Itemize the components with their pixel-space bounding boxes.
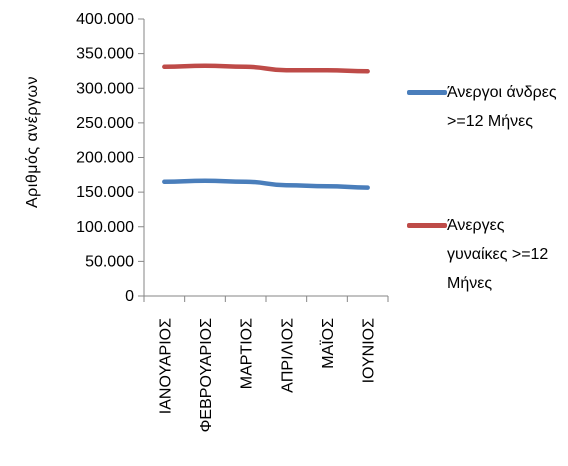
y-tick-label: 0 <box>125 288 134 305</box>
legend-label-men-line1: Άνεργοι άνδρες <box>447 84 557 101</box>
legend-label-women-line3: Μήνες <box>447 275 493 292</box>
series-lines <box>162 63 370 190</box>
legend-label-women-line1: Άνεργες <box>447 217 505 234</box>
y-tick-label: 150.000 <box>76 184 134 201</box>
y-tick-label: 200.000 <box>76 150 134 167</box>
x-tick-label: ΜΑΪΟΣ <box>319 318 337 369</box>
y-axis: 0 50.000 100.000 150.000 200.000 250.000 300.0… <box>76 11 145 305</box>
x-tick-label: ΜΑΡΤΙΟΣ <box>239 318 256 389</box>
y-tick-label: 400.000 <box>76 11 134 28</box>
y-tick-label: 50.000 <box>85 253 134 270</box>
y-tick-label: 250.000 <box>76 115 134 132</box>
legend-entry-men: Άνεργοι άνδρες >=12 Μήνες <box>407 78 557 136</box>
legend-label-women-line2: γυναίκες >=12 <box>447 246 549 263</box>
x-tick-label: ΙΑΝΟΥΑΡΙΟΣ <box>157 318 174 414</box>
x-axis: ΙΑΝΟΥΑΡΙΟΣ ΦΕΒΡΟΥΑΡΙΟΣ ΜΑΡΤΙΟΣ ΑΠΡΙΛΙΟΣ ΜΑΪΟ… <box>143 295 389 432</box>
x-tick-label: ΑΠΡΙΛΙΟΣ <box>279 318 296 393</box>
y-axis-title: Αριθμός ανέργων <box>24 76 41 208</box>
y-tick-label: 300.000 <box>76 80 134 97</box>
y-axis-label: Αριθμός ανέργων <box>24 76 41 208</box>
y-tick-label: 350.000 <box>76 46 134 63</box>
legend-swatch-men <box>407 90 447 95</box>
y-tick-label: 100.000 <box>76 219 134 236</box>
legend-entry-women: Άνεργες γυναίκες >=12 Μήνες <box>407 211 549 298</box>
legend-label-men-line2: >=12 Μήνες <box>447 113 533 130</box>
series-line-men <box>162 178 370 190</box>
x-tick-label: ΙΟΥΝΙΟΣ <box>361 318 378 383</box>
series-line-women <box>162 63 370 74</box>
legend-swatch-women <box>407 223 447 228</box>
x-tick-label: ΦΕΒΡΟΥΑΡΙΟΣ <box>198 318 215 432</box>
